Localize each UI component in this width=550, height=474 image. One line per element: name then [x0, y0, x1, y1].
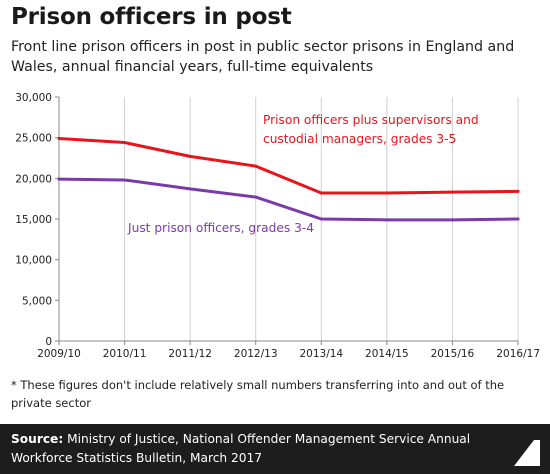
- x-tick-label: 2014/15: [365, 348, 409, 360]
- data-point: [57, 177, 61, 181]
- x-tick-label: 2010/11: [103, 348, 147, 360]
- x-tick-label: 2009/10: [37, 348, 81, 360]
- data-point: [516, 189, 520, 193]
- axes: 0 5,000 10,000 15,000 20,000 25,000 30,000 2009…: [15, 92, 540, 360]
- data-point: [123, 141, 127, 145]
- data-point: [385, 218, 389, 222]
- x-tick-label: 2016/17: [496, 348, 540, 360]
- line-chart: 0 5,000 10,000 15,000 20,000 25,000 30,000 2009…: [15, 92, 540, 360]
- x-tick-label: 2013/14: [299, 348, 343, 360]
- x-tick-label: 2012/13: [234, 348, 278, 360]
- series-line-0: [57, 136, 520, 195]
- full-fact-logo-icon: [514, 440, 540, 466]
- source-text: Source: Ministry of Justice, National Of…: [11, 430, 491, 468]
- data-point: [516, 217, 520, 221]
- data-point: [450, 218, 454, 222]
- source-label: Source:: [11, 432, 64, 446]
- y-tick-label: 15,000: [15, 214, 52, 226]
- data-point: [123, 178, 127, 182]
- chart-title: Prison officers in post: [11, 4, 292, 30]
- chart-subtitle: Front line prison officers in post in pu…: [11, 39, 515, 75]
- y-tick-label: 5,000: [22, 295, 52, 307]
- y-tick-label: 0: [45, 336, 52, 348]
- data-point: [188, 187, 192, 191]
- data-point: [319, 191, 323, 195]
- source-citation: Ministry of Justice, National Offender M…: [11, 432, 471, 465]
- y-tick-label: 30,000: [15, 92, 52, 104]
- series-label-1: Just prison officers, grades 3-4: [127, 221, 314, 235]
- data-point: [57, 136, 61, 140]
- series-line-1: [57, 177, 520, 222]
- footnote: * These figures don't include relatively…: [11, 378, 505, 410]
- series-labels: Prison officers plus supervisors and cust…: [127, 113, 479, 235]
- data-point: [254, 164, 258, 168]
- x-tick-label: 2015/16: [431, 348, 475, 360]
- series-label-0: Prison officers plus supervisors and cust…: [263, 113, 479, 146]
- data-point: [450, 190, 454, 194]
- data-point: [254, 195, 258, 199]
- data-point: [319, 217, 323, 221]
- source-bar: Source: Ministry of Justice, National Of…: [0, 424, 550, 474]
- y-tick-label: 10,000: [15, 255, 52, 267]
- data-point: [385, 191, 389, 195]
- y-tick-label: 25,000: [15, 133, 52, 145]
- y-tick-label: 20,000: [15, 173, 52, 185]
- x-tick-label: 2011/12: [168, 348, 212, 360]
- data-point: [188, 154, 192, 158]
- series-lines: [57, 136, 520, 222]
